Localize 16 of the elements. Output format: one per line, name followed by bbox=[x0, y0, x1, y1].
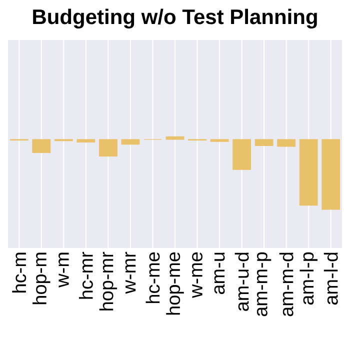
x-tick-label: am-u-d bbox=[234, 252, 249, 311]
x-tick-label: hop-m bbox=[32, 252, 50, 304]
x-tick-label: hc-m bbox=[12, 252, 26, 292]
x-tick-label: am-u bbox=[214, 252, 225, 294]
x-tick-label: w-m bbox=[58, 252, 69, 288]
chart-title: Budgeting w/o Test Planning bbox=[33, 8, 317, 28]
x-tick-label: am-m-d bbox=[279, 252, 294, 316]
x-tick-label: w-me bbox=[192, 252, 202, 298]
x-tick-label: hop-me bbox=[166, 252, 184, 315]
x-tick-label: am-m-p bbox=[256, 252, 272, 316]
x-tick-label: am-l-d bbox=[324, 252, 338, 305]
x-tick-label: hc-me bbox=[146, 252, 160, 304]
x-tick-label: am-l-p bbox=[300, 252, 318, 305]
x-tick-label: hop-mr bbox=[99, 252, 118, 310]
x-tick-label: hc-mr bbox=[78, 252, 93, 299]
x-tick-label: w-mr bbox=[125, 252, 136, 294]
